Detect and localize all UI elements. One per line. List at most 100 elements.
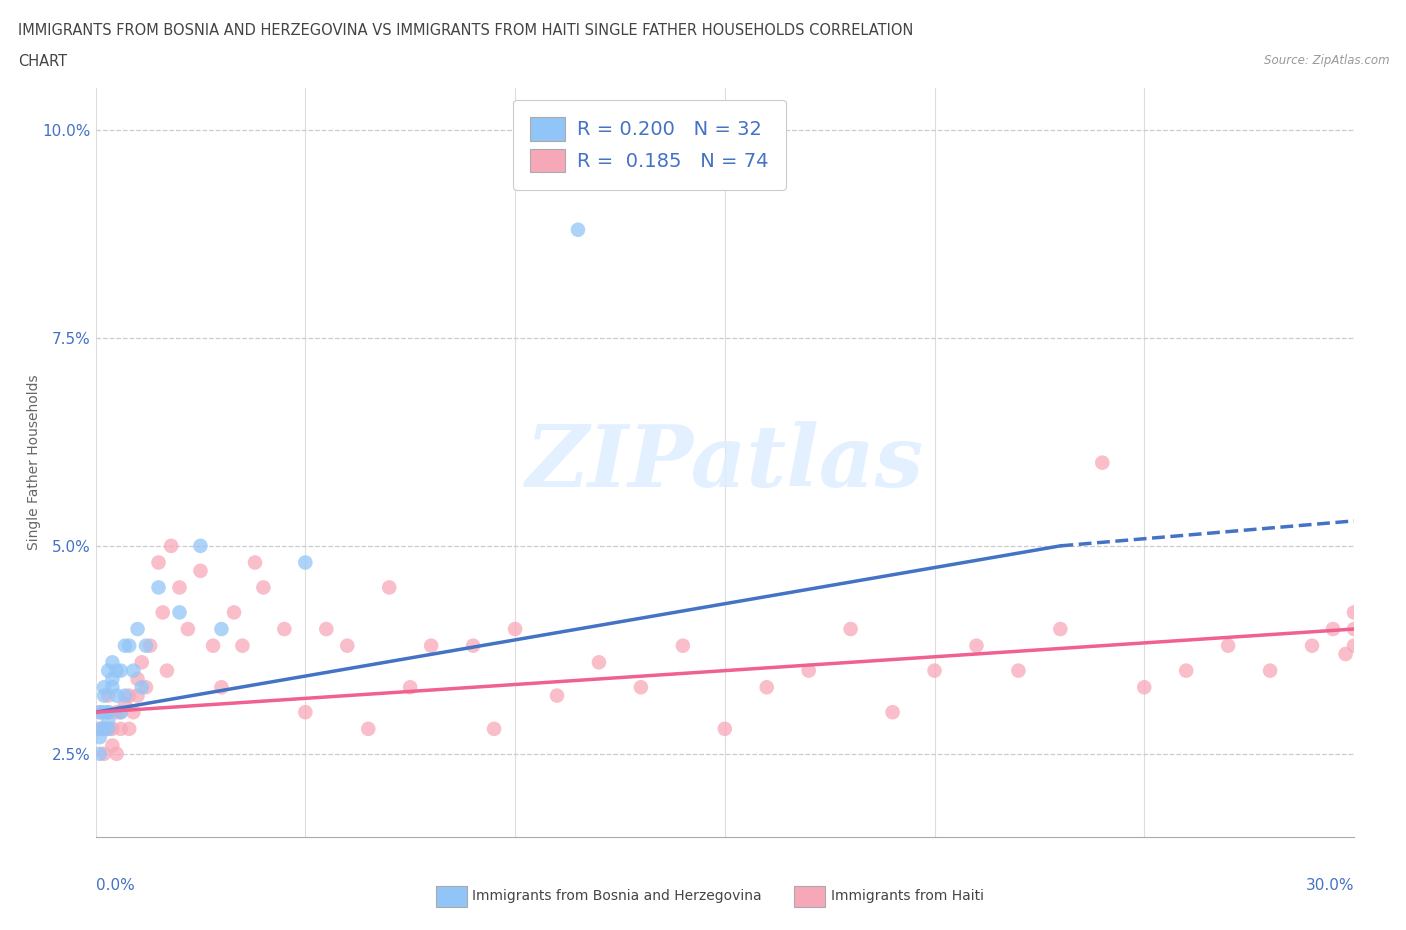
Point — [1049, 621, 1071, 636]
Point — [131, 655, 153, 670]
Text: ZIPatlas: ZIPatlas — [526, 421, 924, 504]
Point — [211, 621, 233, 636]
Point — [211, 680, 233, 695]
Point — [114, 688, 136, 703]
Point — [127, 671, 149, 686]
Point — [966, 638, 988, 653]
Point — [101, 655, 124, 670]
Point — [222, 604, 245, 619]
Point — [93, 680, 115, 695]
Text: Immigrants from Haiti: Immigrants from Haiti — [831, 888, 984, 903]
Point — [97, 705, 120, 720]
Point — [546, 688, 568, 703]
Point — [105, 705, 128, 720]
Point — [1322, 621, 1344, 636]
Point — [1133, 680, 1156, 695]
Point — [110, 705, 132, 720]
Point — [97, 722, 120, 737]
Point — [97, 663, 120, 678]
Point — [118, 638, 141, 653]
Point — [122, 705, 145, 720]
Point — [1343, 604, 1365, 619]
Point — [139, 638, 162, 653]
Point — [588, 655, 610, 670]
Point — [97, 713, 120, 728]
Point — [231, 638, 253, 653]
Point — [127, 688, 149, 703]
Point — [1091, 456, 1114, 471]
Point — [1364, 638, 1386, 653]
Point — [1175, 663, 1198, 678]
Point — [101, 722, 124, 737]
Point — [357, 722, 380, 737]
Point — [378, 580, 401, 595]
Point — [630, 680, 652, 695]
Point — [148, 555, 170, 570]
Text: IMMIGRANTS FROM BOSNIA AND HERZEGOVINA VS IMMIGRANTS FROM HAITI SINGLE FATHER HO: IMMIGRANTS FROM BOSNIA AND HERZEGOVINA V… — [18, 23, 914, 38]
Point — [101, 738, 124, 753]
Point — [243, 555, 266, 570]
Point — [101, 680, 124, 695]
Point — [152, 604, 174, 619]
Point — [1343, 621, 1365, 636]
Point — [93, 705, 115, 720]
Point — [89, 705, 111, 720]
Point — [839, 621, 862, 636]
Point — [273, 621, 295, 636]
Point — [118, 688, 141, 703]
Point — [924, 663, 946, 678]
Point — [118, 722, 141, 737]
Point — [89, 722, 111, 737]
Point — [169, 580, 191, 595]
Point — [1343, 638, 1365, 653]
Point — [1258, 663, 1281, 678]
Point — [1218, 638, 1240, 653]
Point — [503, 621, 526, 636]
Point — [97, 688, 120, 703]
Point — [156, 663, 179, 678]
Point — [97, 722, 120, 737]
Point — [1301, 638, 1323, 653]
Point — [93, 688, 115, 703]
Point — [122, 663, 145, 678]
Point — [110, 705, 132, 720]
Text: Source: ZipAtlas.com: Source: ZipAtlas.com — [1264, 54, 1389, 67]
Point — [336, 638, 359, 653]
Point — [190, 538, 212, 553]
Legend: R = 0.200   N = 32, R =  0.185   N = 74: R = 0.200 N = 32, R = 0.185 N = 74 — [513, 100, 786, 190]
Point — [93, 722, 115, 737]
Point — [135, 680, 157, 695]
Point — [177, 621, 200, 636]
Point — [399, 680, 422, 695]
Point — [105, 688, 128, 703]
Point — [89, 747, 111, 762]
Text: 0.0%: 0.0% — [96, 878, 135, 893]
Point — [101, 671, 124, 686]
Point — [110, 663, 132, 678]
Point — [105, 663, 128, 678]
Point — [882, 705, 904, 720]
Point — [420, 638, 443, 653]
Point — [93, 722, 115, 737]
Point — [1007, 663, 1029, 678]
Point — [135, 638, 157, 653]
Point — [202, 638, 225, 653]
Point — [190, 564, 212, 578]
Text: 30.0%: 30.0% — [1306, 878, 1354, 893]
Point — [97, 705, 120, 720]
Point — [463, 638, 485, 653]
Point — [110, 722, 132, 737]
Point — [114, 638, 136, 653]
Point — [148, 580, 170, 595]
Text: Immigrants from Bosnia and Herzegovina: Immigrants from Bosnia and Herzegovina — [472, 888, 762, 903]
Point — [114, 697, 136, 711]
Point — [93, 747, 115, 762]
Point — [252, 580, 274, 595]
Point — [315, 621, 337, 636]
Point — [131, 680, 153, 695]
Point — [797, 663, 820, 678]
Y-axis label: Single Father Households: Single Father Households — [27, 375, 41, 551]
Point — [714, 722, 737, 737]
Point — [160, 538, 183, 553]
Point — [169, 604, 191, 619]
